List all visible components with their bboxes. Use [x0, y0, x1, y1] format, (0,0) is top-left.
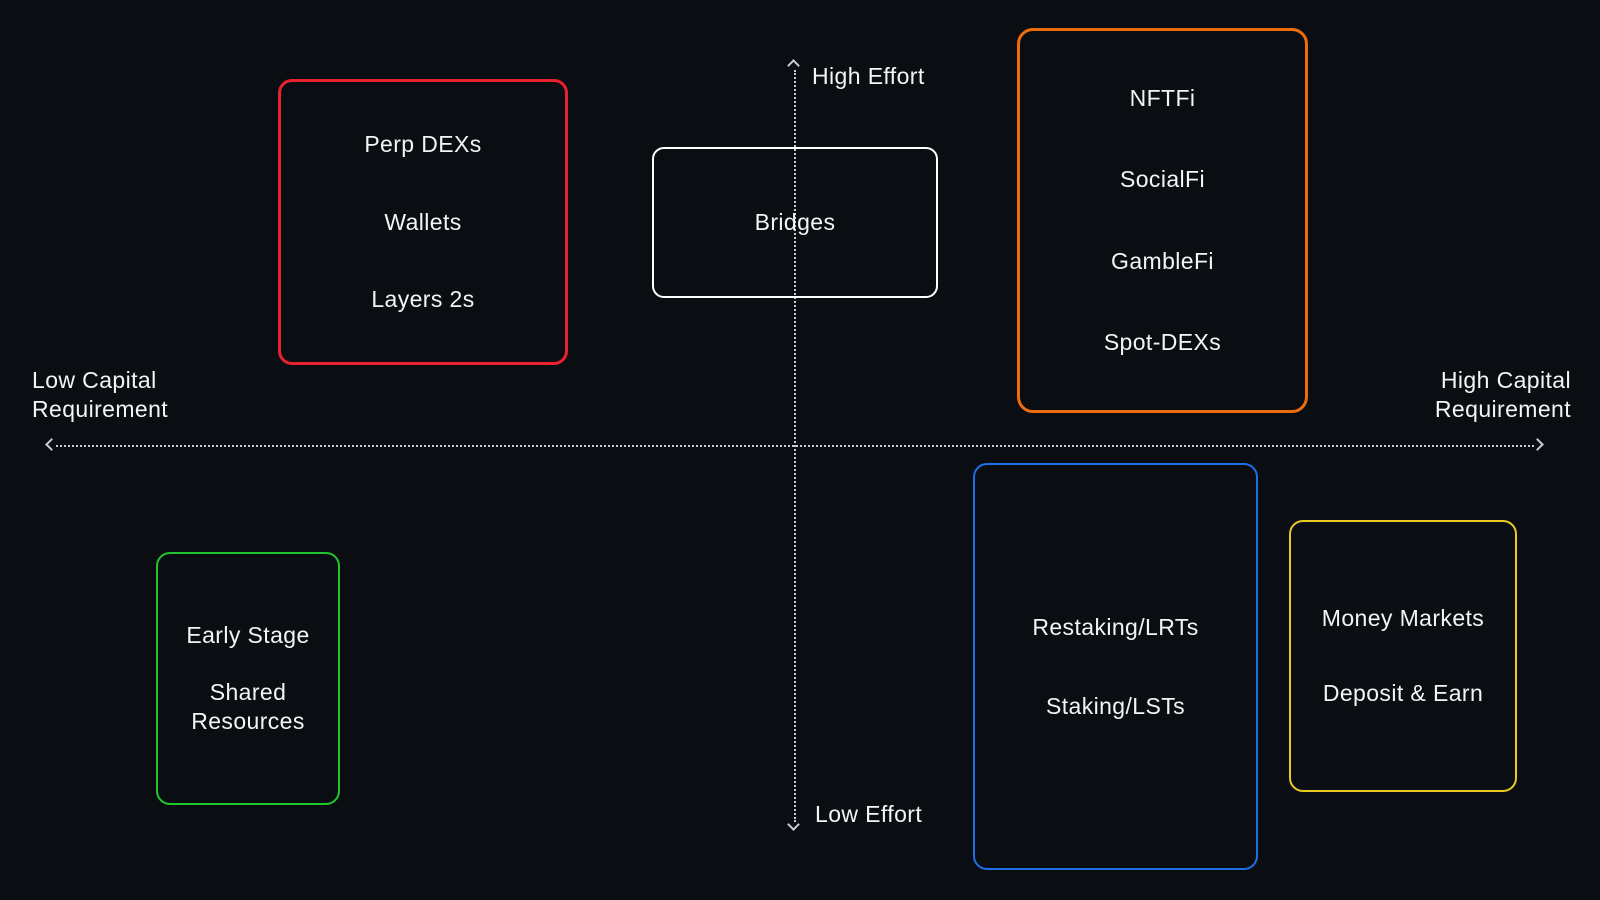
group-box-nftfi-socialfi-gamblefi-spotdexs: NFTFi SocialFi GambleFi Spot-DEXs: [1017, 28, 1308, 413]
axis-label-high-capital: High Capital Requirement: [1435, 366, 1571, 424]
arrow-right-icon: [1531, 438, 1544, 451]
group-item: GambleFi: [1111, 247, 1214, 274]
group-box-bridges: Bridges: [652, 147, 938, 298]
group-item: Money Markets: [1321, 605, 1485, 631]
group-item: Deposit & Earn: [1322, 680, 1484, 706]
group-box-early-stage-shared-resources: Early Stage Shared Resources: [156, 552, 340, 805]
horizontal-axis-line: [56, 445, 1534, 447]
axis-label-low-effort: Low Effort: [815, 801, 923, 827]
group-box-perp-dexs-wallets-layer2s: Perp DEXs Wallets Layers 2s: [278, 79, 568, 365]
arrow-left-icon: [45, 438, 58, 451]
group-item: Bridges: [754, 209, 836, 235]
axis-label-high-capital-line2: Requirement: [1434, 396, 1571, 422]
axis-label-low-capital-line2: Requirement: [32, 396, 169, 422]
group-item: Early Stage: [186, 622, 310, 648]
group-item: Restaking/LRTs: [1032, 613, 1199, 640]
group-item: Wallets: [384, 208, 462, 235]
group-item: Layers 2s: [371, 285, 475, 312]
group-box-restaking-staking: Restaking/LRTs Staking/LSTs: [973, 463, 1258, 870]
group-item: Staking/LSTs: [1045, 692, 1186, 719]
group-box-money-markets-deposit-earn: Money Markets Deposit & Earn: [1289, 520, 1517, 792]
axis-label-high-effort: High Effort: [812, 63, 925, 89]
group-item: NFTFi: [1129, 84, 1196, 111]
arrow-up-icon: [787, 59, 800, 72]
group-item: Spot-DEXs: [1103, 329, 1222, 356]
axis-label-low-capital-line1: Low Capital: [32, 367, 157, 393]
axis-label-low-capital: Low Capital Requirement: [32, 366, 168, 424]
group-item: SocialFi: [1119, 166, 1205, 193]
arrow-down-icon: [787, 818, 800, 831]
group-item: Perp DEXs: [364, 131, 482, 158]
group-item: Shared Resources: [191, 679, 305, 734]
axis-label-high-capital-line1: High Capital: [1440, 367, 1571, 393]
